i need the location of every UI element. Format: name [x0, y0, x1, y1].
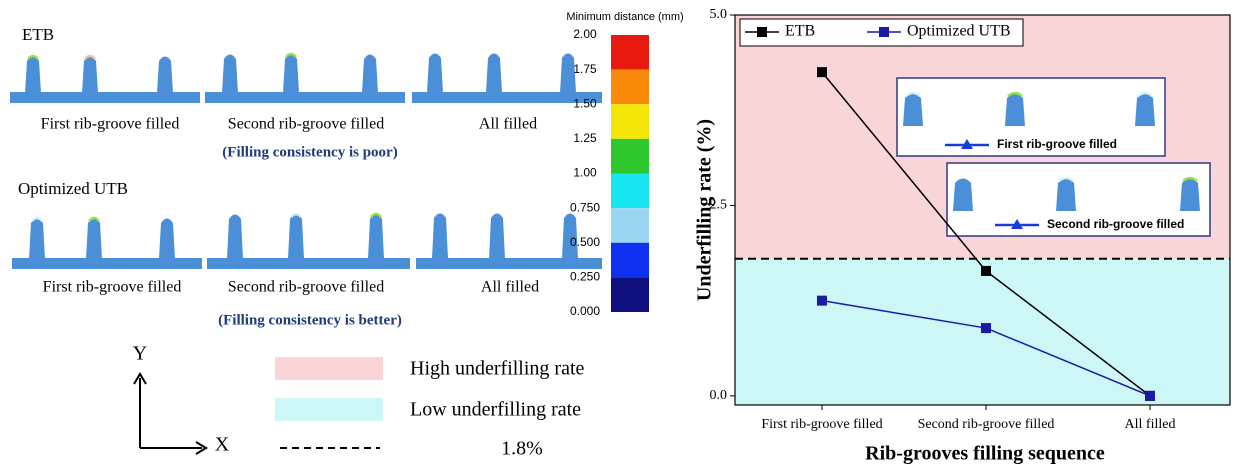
point: [981, 323, 991, 333]
rib: [157, 57, 173, 94]
figure: ETB Optimized UTB First rib-groove fille…: [0, 0, 1234, 467]
rib: [227, 215, 243, 260]
point: [981, 266, 991, 276]
caption: First rib-groove filled: [43, 279, 182, 296]
note: (Filling consistency is better): [218, 312, 402, 328]
legend-marker: [879, 27, 889, 37]
point: [817, 67, 827, 77]
caption: Second rib-groove filled: [228, 279, 384, 296]
row-label: Optimized UTB: [18, 179, 128, 198]
rib: [1056, 179, 1076, 212]
x-tick-label: First rib-groove filled: [761, 417, 882, 432]
rib: [159, 219, 175, 260]
colorbar-segment: [611, 139, 649, 174]
legend-swatch: [275, 357, 383, 380]
colorbar-label: 0.000: [570, 304, 600, 318]
legend-marker: [757, 27, 767, 37]
inset-label: Second rib-groove filled: [1047, 217, 1184, 231]
axis-letter: Y: [133, 343, 147, 365]
y-tick-label: 2.5: [710, 198, 728, 213]
x-tick-label: Second rib-groove filled: [918, 417, 1055, 432]
rib: [427, 54, 443, 94]
colorbar-label: 1.50: [573, 96, 597, 110]
x-axis-title: Rib-grooves filling sequence: [865, 443, 1105, 465]
colorbar-segment: [611, 277, 649, 312]
inset-label: First rib-groove filled: [997, 137, 1117, 151]
legend-label: High underfilling rate: [410, 358, 585, 380]
legend-label: ETB: [785, 23, 815, 40]
legend-label: 1.8%: [501, 438, 543, 460]
caption: All filled: [481, 279, 539, 296]
base-strip: [10, 92, 200, 103]
colorbar-segment: [611, 70, 649, 105]
colorbar-segment: [611, 174, 649, 209]
rib: [432, 214, 448, 260]
rib: [368, 215, 384, 260]
rib: [489, 214, 505, 260]
colorbar-label: 1.75: [573, 62, 597, 76]
row-label: ETB: [22, 25, 54, 44]
colorbar-label: 0.250: [570, 270, 600, 284]
point: [817, 296, 827, 306]
rib: [29, 219, 45, 260]
rib: [283, 55, 299, 94]
point: [1145, 391, 1155, 401]
colorbar-label: 0.500: [570, 235, 600, 249]
axis-symbol: [134, 374, 206, 454]
caption: All filled: [479, 116, 537, 133]
y-tick-label: 5.0: [710, 7, 728, 22]
rib: [1180, 179, 1200, 212]
note: (Filling consistency is poor): [222, 144, 397, 160]
rib: [486, 54, 502, 94]
colorbar-label: 1.25: [573, 131, 597, 145]
base-strip: [207, 258, 410, 269]
colorbar-segment: [611, 208, 649, 243]
rib: [86, 219, 102, 260]
base-strip: [205, 92, 405, 103]
rib: [82, 57, 98, 94]
rib: [288, 215, 304, 260]
axis-letter: X: [215, 434, 230, 456]
caption: First rib-groove filled: [41, 116, 180, 133]
colorbar-label: 0.750: [570, 200, 600, 214]
colorbar-segment: [611, 104, 649, 139]
colorbar-label: 2.00: [573, 27, 597, 41]
legend-label: Optimized UTB: [907, 23, 1011, 40]
rib: [25, 57, 41, 94]
base-strip: [416, 258, 602, 269]
legend-label: Low underfilling rate: [410, 399, 581, 421]
rib: [953, 179, 973, 212]
colorbar-segment: [611, 35, 649, 70]
rib: [222, 55, 238, 94]
base-strip: [12, 258, 202, 269]
rib: [1135, 94, 1155, 127]
y-tick-label: 0.0: [710, 388, 728, 403]
rib: [362, 55, 378, 94]
colorbar-title: Minimum distance (mm): [566, 11, 683, 23]
colorbar-label: 1.00: [573, 166, 597, 180]
caption: Second rib-groove filled: [228, 116, 384, 133]
legend-swatch: [275, 398, 383, 421]
colorbar-segment: [611, 243, 649, 278]
x-tick-label: All filled: [1125, 417, 1176, 432]
rib: [1005, 94, 1025, 127]
rib: [903, 94, 923, 127]
